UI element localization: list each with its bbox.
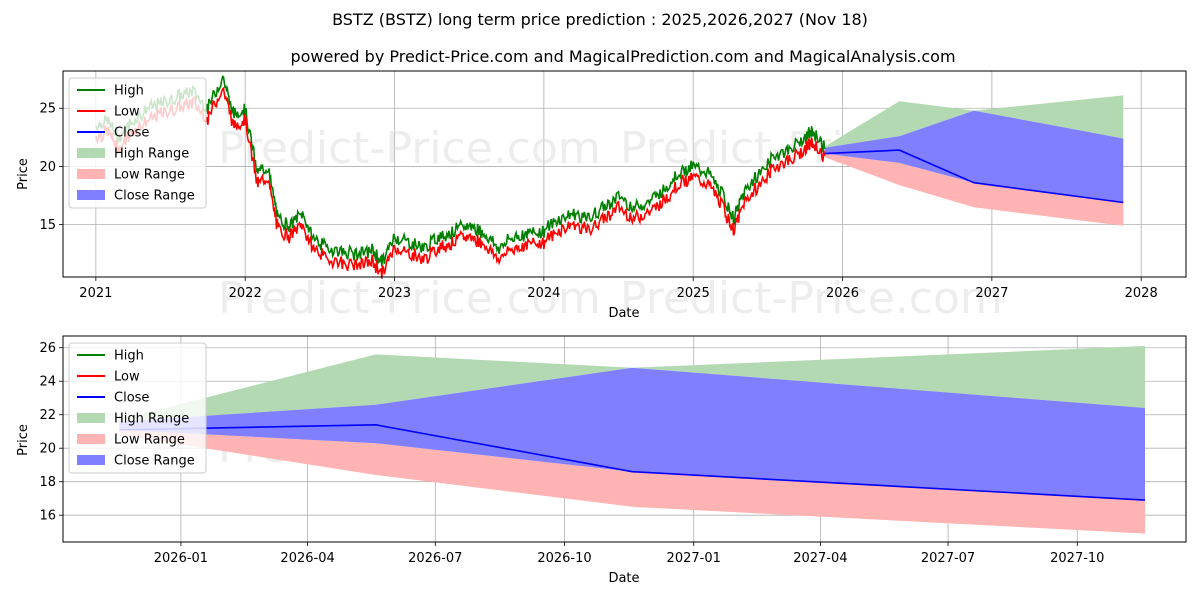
high-range-area bbox=[824, 95, 1124, 148]
x-tick-label: 2028 bbox=[1125, 286, 1158, 301]
y-tick-label: 25 bbox=[39, 102, 56, 117]
legend-label: High bbox=[114, 84, 144, 99]
legend-label: Low Range bbox=[114, 168, 185, 183]
legend-area-swatch bbox=[77, 434, 105, 444]
forecast-frame bbox=[62, 335, 1187, 543]
x-tick-label: 2027 bbox=[975, 286, 1008, 301]
legend-area-swatch bbox=[77, 455, 105, 465]
x-tick-label: 2026 bbox=[826, 286, 859, 301]
x-tick-label: 2026-01 bbox=[154, 551, 208, 566]
x-tick-label: 2027-10 bbox=[1050, 551, 1104, 566]
x-tick-label: 2025 bbox=[677, 286, 710, 301]
forecast-legend: High Low Close High Range Low Range Close Ran… bbox=[68, 342, 207, 474]
long-term-panel: Predict-Price.com Predict-Price.com Predic… bbox=[16, 70, 1187, 324]
x-tick-label: 2027-01 bbox=[667, 551, 721, 566]
x-tick-label: 2024 bbox=[527, 286, 560, 301]
forecast-y-label: Price bbox=[16, 424, 31, 456]
x-tick-label: 2023 bbox=[378, 286, 411, 301]
long-term-frame bbox=[62, 70, 1187, 278]
x-tick-label: 2027-07 bbox=[921, 551, 975, 566]
long-term-y-label: Price bbox=[16, 158, 31, 190]
close-forecast-line bbox=[824, 149, 1124, 204]
high-history-line bbox=[95, 75, 826, 267]
watermark: Predict-Price.com bbox=[218, 123, 601, 174]
long-term-y-ticks: 15 20 25 bbox=[39, 102, 63, 233]
chart-title: BSTZ (BSTZ) long term price prediction :… bbox=[332, 10, 868, 29]
watermark: Predict-Price.com bbox=[620, 273, 1003, 324]
x-tick-label: 2026-07 bbox=[408, 551, 462, 566]
x-tick-label: 2026-10 bbox=[537, 551, 591, 566]
forecast-y-ticks: 16 18 20 22 24 26 bbox=[39, 341, 63, 524]
low-range-area bbox=[119, 429, 1145, 534]
y-tick-label: 22 bbox=[39, 408, 56, 423]
close-forecast-line bbox=[119, 423, 1146, 501]
legend-label: Low Range bbox=[114, 433, 185, 448]
high-range-area bbox=[119, 346, 1145, 422]
legend-area-swatch bbox=[77, 190, 105, 200]
long-term-lines bbox=[95, 75, 1124, 279]
forecast-range-areas bbox=[119, 346, 1145, 534]
y-tick-label: 18 bbox=[39, 475, 56, 490]
y-tick-label: 26 bbox=[39, 341, 56, 356]
legend-area-swatch bbox=[77, 413, 105, 423]
x-tick-label: 2021 bbox=[79, 286, 112, 301]
low-range-area bbox=[824, 153, 1124, 226]
long-term-x-label: Date bbox=[608, 306, 639, 321]
long-term-x-ticks: 2021 2022 2023 2024 2025 2026 2027 2028 bbox=[79, 277, 1158, 301]
watermark: Predict-Price.com bbox=[218, 273, 601, 324]
forecast-x-label: Date bbox=[608, 571, 639, 586]
chart-subtitle: powered by Predict-Price.com and Magical… bbox=[290, 47, 955, 66]
y-tick-label: 16 bbox=[39, 509, 56, 524]
long-term-range-areas bbox=[824, 95, 1124, 226]
legend-label: Close Range bbox=[114, 189, 195, 204]
close-range-area bbox=[119, 367, 1145, 501]
x-tick-label: 2022 bbox=[229, 286, 262, 301]
legend-label: High Range bbox=[114, 147, 189, 162]
legend-area-swatch bbox=[77, 169, 105, 179]
y-tick-label: 15 bbox=[39, 218, 56, 233]
forecast-lines bbox=[119, 423, 1146, 501]
legend-label: Close Range bbox=[114, 454, 195, 469]
y-tick-label: 20 bbox=[39, 442, 56, 457]
x-tick-label: 2026-04 bbox=[280, 551, 334, 566]
long-term-legend: High Low Close High Range Low Range Close Ran… bbox=[68, 77, 207, 209]
close-range-area bbox=[824, 110, 1124, 203]
legend-label: Close bbox=[114, 126, 149, 141]
legend-area-swatch bbox=[77, 148, 105, 158]
y-tick-label: 24 bbox=[39, 375, 56, 390]
y-tick-label: 20 bbox=[39, 160, 56, 175]
x-tick-label: 2027-04 bbox=[793, 551, 847, 566]
legend-label: Close bbox=[114, 391, 149, 406]
legend-label: Low bbox=[114, 105, 140, 120]
legend-label: Low bbox=[114, 370, 140, 385]
legend-label: High Range bbox=[114, 412, 189, 427]
legend-label: High bbox=[114, 349, 144, 364]
low-history-line bbox=[95, 86, 826, 279]
forecast-x-ticks: 2026-01 2026-04 2026-07 2026-10 2027-01 2027-… bbox=[154, 542, 1104, 566]
